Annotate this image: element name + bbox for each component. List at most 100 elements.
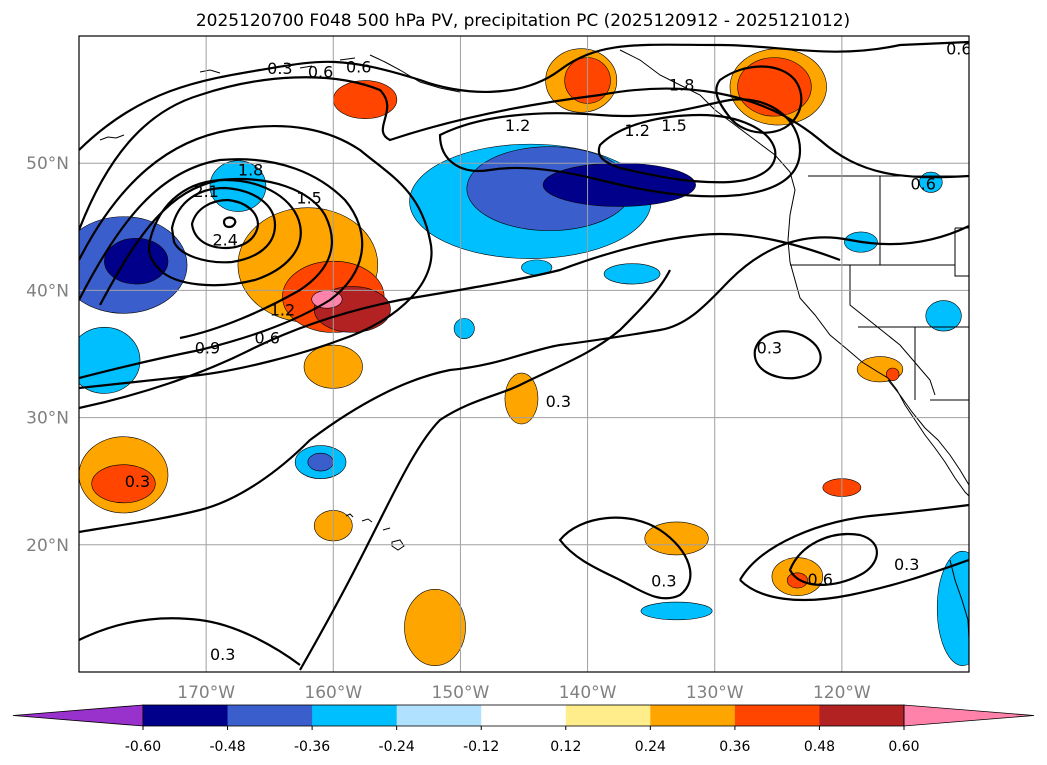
- pv-contour-label: 0.6: [254, 328, 279, 347]
- colorbar-tick-label: 0.36: [719, 739, 750, 755]
- latitude-tick-labels: 20°N 30°N 40°N 50°N: [26, 154, 69, 556]
- pv-contour-label: 0.3: [757, 339, 782, 358]
- pv-contour-0.6-southeast: [788, 532, 878, 586]
- x-tick-label: 120°W: [813, 683, 871, 703]
- pv-contour-0.3-island: [753, 330, 822, 380]
- y-tick-label: 20°N: [26, 536, 69, 556]
- precip-pc-region-2: [79, 326, 141, 394]
- pv-contour-label: 0.3: [894, 555, 919, 574]
- colorbar-tick-label: -0.48: [209, 739, 245, 755]
- x-tick-label: 140°W: [559, 683, 617, 703]
- colorbar-bin: [734, 705, 820, 726]
- border-california-nevada: [849, 265, 936, 396]
- precip-pc-region-3: [209, 160, 267, 212]
- colorbar-bin: [396, 705, 482, 726]
- precip-pc-region-30: [786, 572, 808, 589]
- pv-contour-0.9: [79, 124, 433, 390]
- precip-pc-region-24: [307, 452, 334, 472]
- colorbar-tick-label: 0.12: [550, 739, 581, 755]
- coastline-mexico-west: [949, 559, 969, 641]
- x-tick-label: 130°W: [686, 683, 744, 703]
- pv-contour-label: 0.3: [267, 59, 292, 78]
- colorbar-bin: [650, 705, 736, 726]
- pv-contour-0.6-north: [79, 76, 969, 231]
- pv-contour-label: 0.3: [210, 645, 235, 664]
- colorbar-bin: [819, 705, 905, 726]
- pv-contour-label: 2.4: [212, 231, 237, 250]
- pv-contour-0.3-far-southeast: [739, 503, 969, 602]
- pv-contour-1.2-east: [438, 98, 802, 198]
- colorbar-bin: [565, 705, 651, 726]
- pv-contour-2.4-center: [222, 216, 237, 229]
- pv-contour-1.8: [147, 178, 302, 287]
- pv-contour-1.2-west: [79, 158, 364, 380]
- pv-contour-label: 0.6: [911, 175, 936, 194]
- colorbar-tick-label: -0.36: [294, 739, 330, 755]
- map-frame: [78, 35, 970, 673]
- pv-contour-label: 0.9: [195, 339, 220, 358]
- colorbar-bin: [312, 705, 398, 726]
- colorbar-extend-high: [903, 704, 1035, 727]
- precip-pc-region-22: [91, 464, 156, 504]
- precip-pc-region-37: [936, 550, 969, 666]
- colorbar-bin: [481, 705, 567, 726]
- pv-contour-label: 1.5: [661, 116, 686, 135]
- pv-contour-2.4: [190, 198, 260, 250]
- pv-contour-0.6-jet: [79, 232, 841, 410]
- colorbar-bin: [227, 705, 313, 726]
- colorbar-tick-label: 0.48: [804, 739, 835, 755]
- pv-contour-label: 1.5: [296, 189, 321, 208]
- pv-contour-label: 0.6: [946, 40, 971, 59]
- x-tick-label: 150°W: [432, 683, 490, 703]
- longitude-tick-labels: 170°W 160°W 150°W 140°W 130°W 120°W: [177, 683, 871, 703]
- colorbar-extend-low: [12, 704, 144, 727]
- x-tick-label: 160°W: [304, 683, 362, 703]
- precip-pc-region-33: [886, 367, 900, 382]
- coastline-baja-california: [887, 379, 969, 486]
- precip-pc-region-19: [603, 263, 661, 285]
- colorbar-frame: [142, 704, 905, 727]
- pv-contour-label: 1.2: [270, 300, 295, 319]
- pv-contour-label: 0.3: [651, 571, 676, 590]
- border-states-1: [790, 176, 969, 401]
- lat-lon-grid: [79, 36, 969, 672]
- pv-contour-label: 1.8: [238, 161, 263, 180]
- pv-contour-0.3-north: [79, 40, 969, 151]
- aleutian-islands: [99, 54, 461, 141]
- colorbar-bin: [143, 705, 229, 726]
- pv-contour-0.3-southeast: [558, 516, 692, 600]
- colorbar-tick-label: -0.24: [379, 739, 415, 755]
- pv-contour-label: 0.3: [546, 392, 571, 411]
- pv-contour-label: 2.1: [193, 182, 218, 201]
- pv-contour-label: 1.8: [669, 75, 694, 94]
- chart-title: 2025120700 F048 500 hPa PV, precipitatio…: [196, 11, 850, 31]
- colorbar: -0.60 -0.48 -0.36 -0.24 -0.12 0.12 0.24 0.36 0.4…: [12, 704, 1035, 755]
- colorbar-tick-label: -0.12: [463, 739, 499, 755]
- precip-pc-region-28: [640, 601, 713, 621]
- pv-contour-2.1: [170, 186, 277, 264]
- pv-contour-label: 0.6: [308, 63, 333, 82]
- pv-contour-label: 0.3: [125, 472, 150, 491]
- colorbar-tick-label: -0.60: [125, 739, 161, 755]
- pv-contours: [79, 40, 969, 671]
- precip-pc-region-17: [504, 372, 539, 425]
- pv-contour-label: 0.6: [346, 58, 371, 77]
- pv-contour-labels: 0.3 0.6 0.6 2.1 1.8 1.5 2.4 1.2 0.9 0.6 1.2 1.2 1.5 1…: [125, 40, 971, 664]
- pv-contour-0.3-south: [79, 269, 671, 671]
- pv-contour-1.5: [99, 178, 333, 340]
- pv-contour-1.8-east: [715, 65, 803, 134]
- precip-pc-region-26: [404, 589, 466, 666]
- pv-contour-label: 1.2: [505, 116, 530, 135]
- colorbar-tick-label: 0.24: [635, 739, 666, 755]
- pv-contour-label: 1.2: [624, 121, 649, 140]
- pv-contour-label: 0.6: [808, 570, 833, 589]
- y-tick-label: 40°N: [26, 281, 69, 301]
- precip-pc-region-34: [925, 300, 962, 332]
- y-tick-label: 30°N: [26, 409, 69, 429]
- colorbar-tick-label: 0.60: [888, 739, 919, 755]
- hawaiian-islands: [345, 513, 405, 551]
- x-tick-label: 170°W: [177, 683, 235, 703]
- pv-contour-1.5-east: [597, 113, 777, 184]
- y-tick-label: 50°N: [26, 154, 69, 174]
